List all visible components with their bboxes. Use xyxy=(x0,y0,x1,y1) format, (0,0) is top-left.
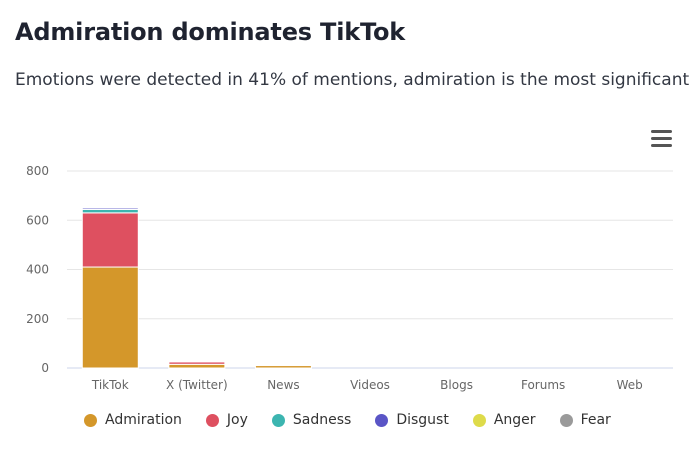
legend-swatch xyxy=(205,413,219,427)
bar-segment-fear xyxy=(81,206,139,208)
legend-swatch xyxy=(375,413,389,427)
y-tick-label: 600 xyxy=(26,213,49,227)
legend-item-disgust[interactable]: Disgust xyxy=(375,412,449,428)
x-tick-label: News xyxy=(267,378,299,392)
legend-label: Anger xyxy=(493,412,536,428)
hamburger-menu-icon[interactable] xyxy=(651,130,672,148)
x-tick-label: Web xyxy=(617,378,643,392)
legend-label: Sadness xyxy=(292,412,352,428)
bar-segment-admiration xyxy=(168,363,226,369)
legend-label: Disgust xyxy=(396,412,449,428)
legend-label: Joy xyxy=(226,412,248,428)
x-tick-label: TikTok xyxy=(91,378,129,392)
legend-swatch xyxy=(84,413,97,427)
chart-legend: Admiration Joy Sadness Disgust Anger Fear xyxy=(84,412,635,428)
x-tick-label: Videos xyxy=(350,378,390,392)
legend-label: Admiration xyxy=(105,412,182,428)
legend-swatch xyxy=(559,413,573,427)
legend-item-joy[interactable]: Joy xyxy=(205,412,248,428)
x-tick-label: X (Twitter) xyxy=(166,378,228,392)
bar-segment-sadness xyxy=(81,208,139,214)
legend-item-sadness[interactable]: Sadness xyxy=(271,412,352,428)
legend-item-fear[interactable]: Fear xyxy=(559,412,611,428)
legend-label: Fear xyxy=(580,412,611,428)
y-tick-label: 400 xyxy=(26,263,49,277)
legend-swatch xyxy=(271,413,285,427)
bar-segment-admiration xyxy=(81,266,139,369)
bar-segment-sadness xyxy=(254,364,312,366)
x-tick-label: Forums xyxy=(521,378,565,392)
y-tick-label: 0 xyxy=(41,361,49,375)
bar-segment-fear xyxy=(168,358,226,361)
bar-segment-joy xyxy=(81,212,139,268)
legend-item-anger[interactable]: Anger xyxy=(472,412,536,428)
legend-item-admiration[interactable]: Admiration xyxy=(84,412,182,428)
stacked-bar-chart: 0 200 400 600 800 TikTok X (Twitter) News Videos… xyxy=(26,164,673,392)
x-tick-label: Blogs xyxy=(440,378,473,392)
chart-title: Admiration dominates TikTok xyxy=(15,18,406,46)
y-tick-label: 200 xyxy=(26,312,49,326)
legend-swatch xyxy=(472,413,486,427)
chart-subtitle: Emotions were detected in 41% of mention… xyxy=(15,70,690,90)
y-tick-label: 800 xyxy=(26,164,49,178)
